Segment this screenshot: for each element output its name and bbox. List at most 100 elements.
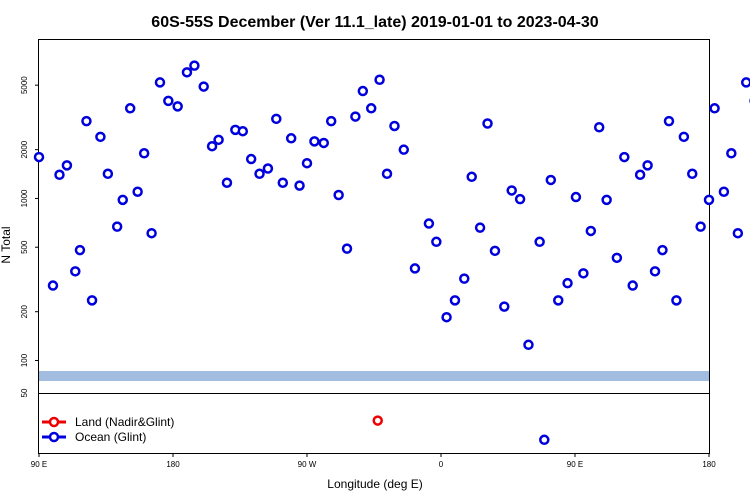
data-point bbox=[553, 295, 564, 306]
data-point bbox=[431, 236, 442, 248]
x-axis-label: Longitude (deg E) bbox=[327, 477, 422, 491]
data-point bbox=[578, 268, 589, 279]
data-point bbox=[372, 415, 383, 426]
legend-marker-land bbox=[48, 416, 60, 428]
data-point bbox=[671, 295, 682, 306]
bottom-panel-tick-label: 50 bbox=[20, 388, 29, 397]
data-point bbox=[70, 266, 81, 277]
y-axis: 100 200 500 1000 2000 5000 bbox=[20, 76, 39, 367]
data-point bbox=[601, 194, 612, 206]
data-point bbox=[489, 245, 501, 257]
data-point bbox=[350, 111, 361, 122]
data-point bbox=[254, 168, 265, 180]
data-point bbox=[271, 113, 282, 125]
data-point bbox=[294, 180, 305, 191]
data-point bbox=[389, 120, 400, 132]
data-point bbox=[357, 85, 369, 97]
data-point bbox=[545, 174, 557, 186]
data-point bbox=[534, 236, 545, 248]
data-point bbox=[124, 103, 136, 114]
plot-frame bbox=[38, 39, 710, 454]
legend-marker-ocean bbox=[48, 431, 60, 443]
y-tick-label: 2000 bbox=[20, 140, 29, 158]
data-point bbox=[514, 193, 526, 205]
data-point bbox=[74, 244, 86, 256]
data-point bbox=[523, 339, 534, 351]
data-point bbox=[325, 115, 337, 127]
data-point bbox=[262, 163, 274, 174]
data-point bbox=[47, 280, 59, 291]
bottom-panel-border bbox=[38, 393, 710, 454]
data-point bbox=[381, 168, 393, 180]
data-point bbox=[138, 148, 150, 159]
data-points bbox=[33, 60, 750, 446]
x-tick-label: 180 bbox=[166, 460, 180, 469]
legend: Land (Nadir&Glint) Ocean (Glint) bbox=[42, 415, 174, 444]
data-point bbox=[611, 252, 623, 264]
data-point bbox=[86, 295, 98, 306]
data-point bbox=[718, 186, 730, 197]
data-point bbox=[245, 153, 257, 165]
data-point bbox=[539, 434, 550, 446]
data-point bbox=[132, 186, 143, 197]
data-point bbox=[237, 125, 249, 137]
data-point bbox=[95, 131, 106, 143]
data-point bbox=[61, 160, 73, 171]
data-point bbox=[678, 131, 690, 143]
data-point bbox=[81, 115, 92, 127]
data-point bbox=[221, 177, 233, 188]
data-point bbox=[740, 77, 750, 88]
data-point bbox=[206, 140, 218, 152]
data-point bbox=[54, 169, 65, 181]
x-tick-label: 90 E bbox=[31, 460, 47, 469]
y-tick-label: 1000 bbox=[20, 189, 29, 207]
data-point bbox=[333, 189, 344, 201]
data-point bbox=[309, 136, 320, 147]
data-point bbox=[213, 134, 224, 146]
data-point bbox=[459, 273, 470, 284]
data-point bbox=[585, 225, 597, 237]
y-tick-label: 100 bbox=[20, 353, 29, 367]
data-point bbox=[466, 171, 477, 183]
legend-label-ocean: Ocean (Glint) bbox=[75, 430, 146, 444]
data-point bbox=[117, 194, 128, 206]
data-point bbox=[172, 101, 183, 112]
data-point bbox=[423, 218, 435, 229]
data-point bbox=[695, 221, 706, 232]
gap-band bbox=[39, 371, 709, 381]
x-tick-label: 0 bbox=[439, 460, 444, 469]
x-tick-label: 90 W bbox=[298, 460, 317, 469]
data-point bbox=[318, 137, 329, 149]
data-point bbox=[111, 221, 123, 232]
data-point bbox=[154, 77, 166, 88]
data-point bbox=[619, 151, 630, 163]
legend-label-land: Land (Nadir&Glint) bbox=[75, 415, 174, 429]
data-point bbox=[189, 60, 200, 71]
data-point bbox=[285, 133, 297, 144]
data-point bbox=[102, 168, 114, 180]
data-point bbox=[649, 266, 661, 277]
data-point bbox=[499, 301, 510, 312]
data-point bbox=[365, 103, 377, 114]
data-point bbox=[634, 169, 646, 181]
data-point bbox=[726, 148, 737, 159]
data-point bbox=[449, 295, 461, 306]
data-point bbox=[198, 81, 209, 92]
data-point bbox=[562, 277, 573, 289]
y-tick-label: 200 bbox=[20, 304, 29, 318]
data-point bbox=[627, 280, 638, 291]
data-point bbox=[687, 168, 698, 180]
data-point bbox=[181, 67, 193, 78]
data-point bbox=[593, 121, 605, 133]
x-tick-label: 90 E bbox=[567, 460, 583, 469]
y-axis-label: N Total bbox=[0, 226, 13, 263]
top-panel-border bbox=[38, 39, 710, 394]
data-point bbox=[398, 144, 410, 155]
data-point bbox=[709, 103, 720, 114]
data-point bbox=[409, 263, 421, 274]
data-point bbox=[570, 191, 582, 203]
data-point bbox=[474, 222, 486, 233]
data-point bbox=[663, 115, 675, 127]
y-tick-label: 5000 bbox=[20, 76, 29, 94]
data-point bbox=[441, 311, 452, 323]
